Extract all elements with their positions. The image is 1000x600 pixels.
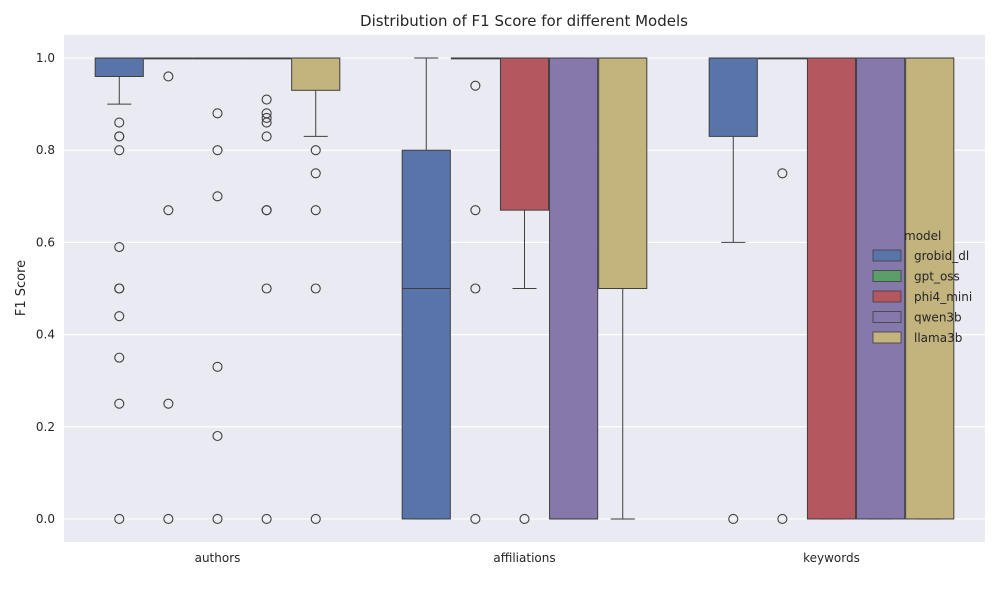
outlier-point (777, 168, 788, 179)
outlier-point (212, 361, 223, 372)
outlier-point (114, 283, 125, 294)
box-grobid_dl-keywords (708, 57, 758, 525)
box-qwen3b-authors (242, 57, 292, 525)
legend-label: phi4_mini (914, 290, 972, 304)
outlier-point (261, 117, 272, 128)
outlier-point (163, 513, 174, 525)
outlier-point (114, 513, 125, 525)
outlier-point (261, 112, 272, 124)
outlier-point (519, 513, 530, 525)
y-tick-label: 1.0 (36, 51, 55, 65)
box-grobid_dl-affiliations (401, 57, 451, 520)
x-tick-label: affiliations (493, 551, 555, 565)
outlier-point (114, 145, 125, 156)
legend-label: llama3b (914, 331, 962, 345)
outlier-point (163, 71, 174, 82)
outlier-point (261, 205, 272, 216)
y-axis-label: F1 Score (14, 260, 29, 316)
legend-swatch (872, 311, 902, 323)
box-qwen3b-affiliations (549, 57, 599, 520)
outlier-point (310, 283, 321, 294)
outlier-point (163, 205, 174, 216)
legend-item-qwen3b: qwen3b (872, 311, 962, 325)
box-phi4_mini-affiliations (499, 57, 550, 525)
outlier-point (114, 241, 125, 253)
y-tick-label: 0.6 (36, 235, 55, 249)
box-gpt_oss-authors (143, 57, 193, 525)
box-grobid_dl-authors (94, 57, 144, 525)
chart-title: Distribution of F1 Score for different M… (360, 12, 688, 30)
outlier-point (114, 117, 125, 128)
outlier-point (728, 513, 739, 525)
outlier-point (212, 191, 223, 202)
legend-swatch (872, 290, 902, 303)
y-tick-label: 0.4 (36, 328, 55, 342)
box-body (806, 57, 857, 520)
y-tick-label: 0.0 (36, 512, 55, 526)
outlier-point (261, 513, 272, 525)
legend-label: qwen3b (914, 311, 962, 325)
outlier-point (470, 205, 481, 216)
outlier-point (261, 131, 272, 142)
box-qwen3b-keywords (856, 57, 906, 520)
y-tick-labels: 0.0 0.2 0.4 0.6 0.8 1.0 (36, 51, 55, 526)
outlier-point (114, 398, 125, 409)
box-body (598, 57, 648, 289)
y-tick-label: 0.8 (36, 143, 55, 157)
x-tick-labels: authors affiliations keywords (195, 551, 860, 565)
box-llama3b-affiliations (598, 57, 648, 520)
box-body (401, 149, 451, 520)
outlier-point (470, 283, 481, 294)
legend-item-phi4_mini: phi4_mini (872, 290, 972, 304)
outlier-point (310, 145, 321, 156)
outlier-point (114, 352, 125, 363)
outlier-point (261, 283, 272, 294)
outlier-point (777, 513, 788, 525)
box-body (499, 57, 550, 211)
outlier-point (114, 131, 125, 142)
x-tick-label: keywords (803, 551, 860, 565)
legend: model grobid_dl gpt_oss phi4_mini qwen3b llam… (872, 229, 972, 345)
box-body (94, 57, 144, 77)
outlier-point (310, 513, 321, 525)
outlier-point (114, 311, 125, 322)
legend-label: gpt_oss (914, 270, 960, 284)
box-body (708, 57, 758, 137)
outlier-point (212, 513, 223, 525)
y-tick-label: 0.2 (36, 420, 55, 434)
legend-item-gpt_oss: gpt_oss (872, 270, 960, 284)
outlier-point (310, 168, 321, 179)
box-llama3b-authors (291, 57, 341, 525)
outlier-point (212, 430, 223, 442)
outlier-point (212, 108, 223, 119)
box-body (905, 57, 955, 520)
box-gpt_oss-affiliations (450, 57, 500, 525)
legend-swatch (872, 331, 902, 344)
box-series (94, 57, 955, 525)
box-phi4_mini-keywords (806, 57, 857, 520)
box-body (549, 57, 599, 520)
outlier-point (212, 145, 223, 156)
box-phi4_mini-authors (192, 57, 243, 525)
box-llama3b-keywords (905, 57, 955, 520)
outlier-point (261, 94, 272, 105)
box-gpt_oss-keywords (757, 57, 807, 525)
x-tick-label: authors (195, 551, 241, 565)
legend-item-llama3b: llama3b (872, 331, 962, 345)
legend-label: grobid_dl (914, 249, 969, 263)
box-body (856, 57, 906, 520)
outlier-point (470, 513, 481, 525)
legend-item-grobid_dl: grobid_dl (872, 249, 969, 263)
box-body (291, 57, 341, 91)
outlier-point (470, 80, 481, 91)
legend-title: model (904, 229, 941, 243)
legend-swatch (872, 270, 902, 282)
outlier-point (310, 205, 321, 216)
legend-swatch (872, 249, 902, 262)
outlier-point (163, 398, 174, 409)
